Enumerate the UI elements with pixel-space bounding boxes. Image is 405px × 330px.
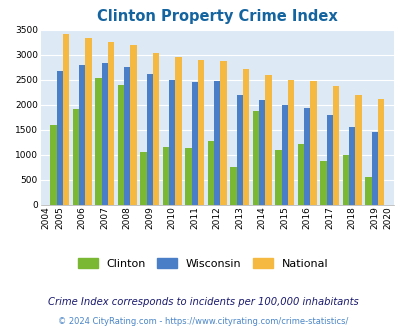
Bar bbox=[117, 85, 124, 205]
Bar bbox=[207, 141, 213, 205]
Title: Clinton Property Crime Index: Clinton Property Crime Index bbox=[97, 9, 337, 24]
Bar bbox=[297, 144, 303, 205]
Bar bbox=[56, 71, 63, 205]
Bar bbox=[95, 78, 101, 205]
Bar bbox=[287, 80, 294, 205]
Bar bbox=[162, 147, 168, 205]
Bar bbox=[252, 111, 258, 205]
Bar bbox=[146, 74, 153, 205]
Bar bbox=[79, 65, 85, 205]
Bar bbox=[354, 95, 361, 205]
Bar bbox=[185, 148, 191, 205]
Bar bbox=[213, 81, 220, 205]
Legend: Clinton, Wisconsin, National: Clinton, Wisconsin, National bbox=[73, 254, 332, 273]
Bar bbox=[265, 75, 271, 205]
Bar bbox=[275, 149, 281, 205]
Bar bbox=[342, 155, 348, 205]
Bar bbox=[371, 132, 377, 205]
Bar bbox=[236, 95, 242, 205]
Bar bbox=[220, 61, 226, 205]
Bar bbox=[377, 99, 383, 205]
Bar bbox=[140, 152, 146, 205]
Text: © 2024 CityRating.com - https://www.cityrating.com/crime-statistics/: © 2024 CityRating.com - https://www.city… bbox=[58, 317, 347, 326]
Bar bbox=[309, 81, 316, 205]
Bar bbox=[168, 80, 175, 205]
Bar bbox=[281, 105, 287, 205]
Bar bbox=[242, 69, 249, 205]
Bar bbox=[72, 109, 79, 205]
Bar bbox=[320, 161, 326, 205]
Bar bbox=[85, 38, 92, 205]
Bar bbox=[364, 177, 371, 205]
Bar bbox=[124, 67, 130, 205]
Bar bbox=[230, 167, 236, 205]
Bar bbox=[348, 127, 354, 205]
Bar bbox=[63, 34, 69, 205]
Bar bbox=[197, 60, 204, 205]
Bar bbox=[303, 108, 309, 205]
Bar bbox=[175, 57, 181, 205]
Bar bbox=[332, 86, 338, 205]
Bar bbox=[326, 115, 332, 205]
Bar bbox=[191, 82, 197, 205]
Bar bbox=[50, 125, 56, 205]
Bar bbox=[108, 42, 114, 205]
Bar bbox=[101, 63, 108, 205]
Bar bbox=[258, 100, 265, 205]
Text: Crime Index corresponds to incidents per 100,000 inhabitants: Crime Index corresponds to incidents per… bbox=[47, 297, 358, 307]
Bar bbox=[153, 53, 159, 205]
Bar bbox=[130, 45, 136, 205]
